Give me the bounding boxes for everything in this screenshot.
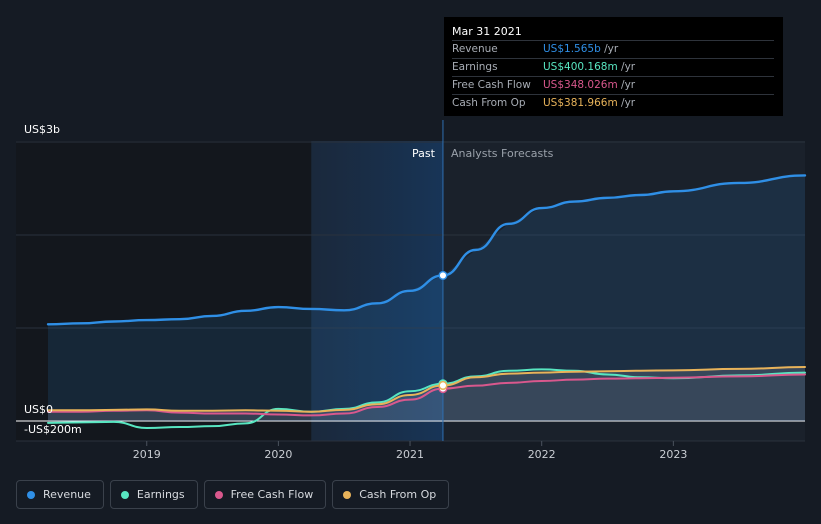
tooltip-label: Free Cash Flow	[452, 79, 531, 91]
legend-item-revenue[interactable]: Revenue	[16, 480, 104, 509]
tooltip-label: Cash From Op	[452, 97, 526, 109]
tooltip-amount: US$400.168m	[543, 61, 618, 73]
legend-item-free-cash-flow[interactable]: Free Cash Flow	[203, 480, 327, 509]
y-axis-label: US$3b	[24, 123, 60, 136]
x-tick-label: 2022	[528, 448, 556, 461]
tooltip-unit: /yr	[604, 43, 619, 55]
series-line-cash-from-op	[47, 366, 806, 413]
tooltip-amount: US$1.565b	[543, 43, 601, 55]
legend-dot-icon	[120, 490, 129, 499]
tooltip-value: US$348.026m /yr	[543, 77, 635, 94]
tooltip-row-free-cash-flow: Free Cash Flow US$348.026m /yr	[452, 76, 774, 94]
tooltip-unit: /yr	[621, 79, 636, 91]
x-tick-label: 2019	[133, 448, 161, 461]
tooltip-row-earnings: Earnings US$400.168m /yr	[452, 58, 774, 76]
tooltip-label: Revenue	[452, 43, 498, 55]
tooltip-amount: US$381.966m	[543, 97, 618, 109]
data-tooltip: Mar 31 2021 Revenue US$1.565b /yr Earnin…	[444, 17, 783, 116]
marker-cash-from-op	[438, 380, 448, 391]
legend-label: Revenue	[43, 488, 91, 501]
y-axis-label: US$0	[24, 403, 53, 416]
legend-dot-icon	[214, 490, 223, 499]
legend-label: Earnings	[136, 488, 185, 501]
series-line-free-cash-flow	[47, 373, 806, 417]
legend-item-cash-from-op[interactable]: Cash From Op	[332, 480, 450, 509]
legend-dot-icon	[27, 490, 35, 499]
highlight-region	[311, 141, 443, 441]
tooltip-row-cash-from-op: Cash From Op US$381.966m /yr	[452, 94, 774, 112]
tooltip-date: Mar 31 2021	[452, 25, 522, 38]
tooltip-amount: US$348.026m	[543, 79, 618, 91]
y-axis-label: -US$200m	[24, 423, 82, 436]
legend-item-earnings[interactable]: Earnings	[109, 480, 198, 509]
tooltip-label: Earnings	[452, 61, 498, 73]
past-label: Past	[412, 147, 436, 160]
x-tick-label: 2021	[396, 448, 424, 461]
legend-label: Free Cash Flow	[230, 488, 314, 501]
x-tick-label: 2023	[659, 448, 687, 461]
past-region	[16, 141, 312, 441]
tooltip-value: US$1.565b /yr	[543, 41, 618, 58]
legend: Revenue Earnings Free Cash Flow Cash Fro…	[16, 480, 450, 509]
legend-dot-icon	[343, 490, 352, 499]
revenue-area	[48, 175, 805, 421]
tooltip-row-revenue: Revenue US$1.565b /yr	[452, 40, 774, 58]
marker-revenue	[438, 270, 448, 281]
forecast-label: Analysts Forecasts	[451, 147, 554, 160]
series-line-earnings	[47, 368, 806, 429]
tooltip-value: US$400.168m /yr	[543, 59, 635, 76]
x-tick-label: 2020	[264, 448, 292, 461]
tooltip-value: US$381.966m /yr	[543, 95, 635, 112]
legend-label: Cash From Op	[359, 488, 437, 501]
tooltip-unit: /yr	[621, 97, 636, 109]
tooltip-unit: /yr	[621, 61, 636, 73]
series-line-revenue	[46, 174, 807, 326]
